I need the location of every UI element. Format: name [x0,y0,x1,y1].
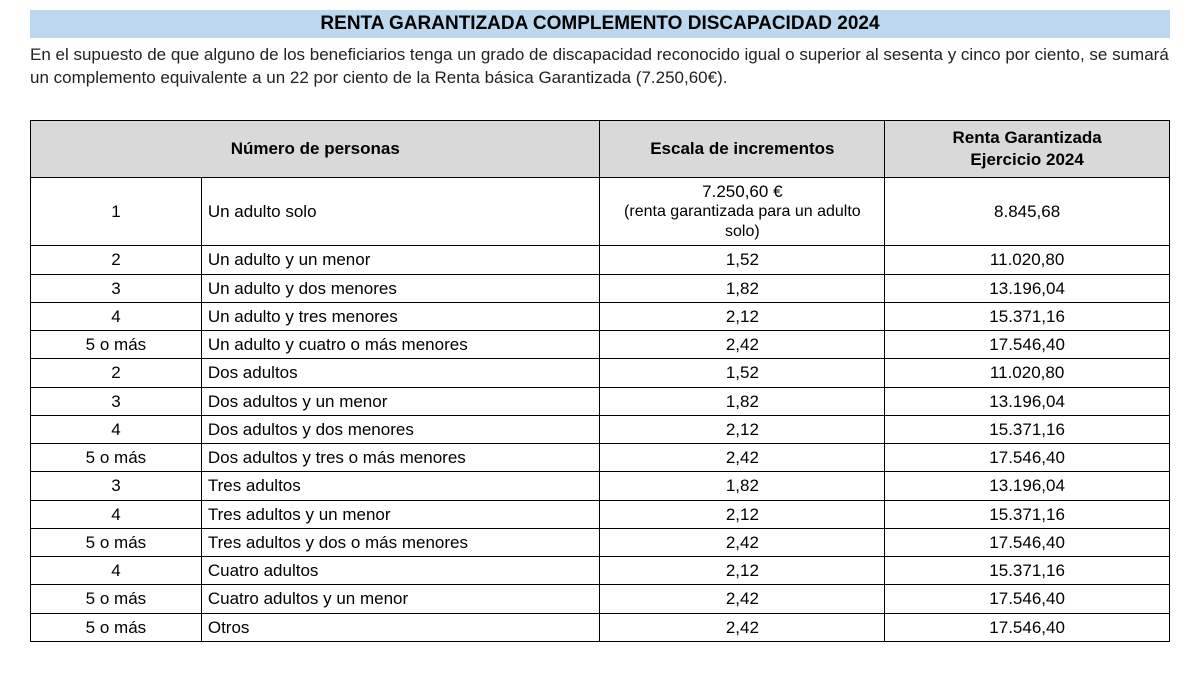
cell-escala: 1,52 [600,246,885,274]
cell-desc: Un adulto y tres menores [201,302,600,330]
cell-desc: Dos adultos y un menor [201,387,600,415]
cell-escala: 7.250,60 € (renta garantizada para un ad… [600,178,885,246]
cell-escala: 2,12 [600,500,885,528]
table-row: 5 o másCuatro adultos y un menor2,4217.5… [31,585,1170,613]
cell-escala: 2,42 [600,444,885,472]
cell-renta: 15.371,16 [885,500,1170,528]
table-row: 4Un adulto y tres menores2,1215.371,16 [31,302,1170,330]
cell-desc: Dos adultos y dos menores [201,415,600,443]
cell-desc: Cuatro adultos y un menor [201,585,600,613]
cell-desc: Un adulto y dos menores [201,274,600,302]
cell-num: 5 o más [31,331,202,359]
header-renta: Renta Garantizada Ejercicio 2024 [885,120,1170,177]
header-renta-line2: Ejercicio 2024 [970,150,1083,169]
cell-desc: Dos adultos [201,359,600,387]
cell-renta: 15.371,16 [885,557,1170,585]
escala-sub: (renta garantizada para un adulto solo) [606,202,878,242]
cell-num: 3 [31,387,202,415]
cell-renta: 15.371,16 [885,415,1170,443]
table-row: 3Dos adultos y un menor1,8213.196,04 [31,387,1170,415]
cell-escala: 2,42 [600,585,885,613]
cell-num: 4 [31,500,202,528]
cell-num: 2 [31,359,202,387]
cell-escala: 1,82 [600,472,885,500]
cell-num: 3 [31,274,202,302]
cell-renta: 17.546,40 [885,331,1170,359]
cell-escala: 1,82 [600,387,885,415]
cell-num: 4 [31,557,202,585]
cell-escala: 2,42 [600,613,885,641]
cell-escala: 1,82 [600,274,885,302]
cell-renta: 17.546,40 [885,528,1170,556]
table-row: 2Dos adultos1,5211.020,80 [31,359,1170,387]
cell-escala: 2,42 [600,528,885,556]
cell-renta: 11.020,80 [885,359,1170,387]
cell-desc: Tres adultos y dos o más menores [201,528,600,556]
cell-num: 5 o más [31,528,202,556]
cell-renta: 13.196,04 [885,274,1170,302]
table-row: 5 o másDos adultos y tres o más menores2… [31,444,1170,472]
header-personas: Número de personas [31,120,600,177]
cell-escala: 2,12 [600,415,885,443]
cell-escala: 2,12 [600,557,885,585]
table-row: 3Un adulto y dos menores1,8213.196,04 [31,274,1170,302]
cell-renta: 8.845,68 [885,178,1170,246]
cell-desc: Tres adultos y un menor [201,500,600,528]
cell-escala: 1,52 [600,359,885,387]
cell-desc: Un adulto y cuatro o más menores [201,331,600,359]
cell-desc: Otros [201,613,600,641]
table-row: 4Cuatro adultos2,1215.371,16 [31,557,1170,585]
cell-num: 3 [31,472,202,500]
cell-num: 5 o más [31,444,202,472]
cell-num: 2 [31,246,202,274]
cell-renta: 17.546,40 [885,613,1170,641]
cell-desc: Tres adultos [201,472,600,500]
cell-desc: Cuatro adultos [201,557,600,585]
cell-renta: 11.020,80 [885,246,1170,274]
renta-table: Número de personas Escala de incrementos… [30,120,1170,642]
table-row: 1 Un adulto solo 7.250,60 € (renta garan… [31,178,1170,246]
cell-desc: Un adulto y un menor [201,246,600,274]
cell-renta: 13.196,04 [885,387,1170,415]
cell-num: 5 o más [31,613,202,641]
table-row: 5 o másTres adultos y dos o más menores2… [31,528,1170,556]
table-row: 5 o másOtros2,4217.546,40 [31,613,1170,641]
table-row: 4Tres adultos y un menor2,1215.371,16 [31,500,1170,528]
escala-main: 7.250,60 € [606,181,878,202]
cell-renta: 15.371,16 [885,302,1170,330]
table-row: 3Tres adultos1,8213.196,04 [31,472,1170,500]
table-row: 2Un adulto y un menor1,5211.020,80 [31,246,1170,274]
intro-text: En el supuesto de que alguno de los bene… [30,44,1170,90]
header-renta-line1: Renta Garantizada [952,128,1101,147]
cell-num: 4 [31,415,202,443]
table-row: 4Dos adultos y dos menores2,1215.371,16 [31,415,1170,443]
header-escala: Escala de incrementos [600,120,885,177]
table-row: 5 o másUn adulto y cuatro o más menores2… [31,331,1170,359]
cell-num: 5 o más [31,585,202,613]
cell-renta: 17.546,40 [885,585,1170,613]
cell-escala: 2,42 [600,331,885,359]
cell-desc: Dos adultos y tres o más menores [201,444,600,472]
page-title: RENTA GARANTIZADA COMPLEMENTO DISCAPACID… [30,10,1170,38]
cell-escala: 2,12 [600,302,885,330]
cell-num: 1 [31,178,202,246]
cell-desc: Un adulto solo [201,178,600,246]
cell-renta: 17.546,40 [885,444,1170,472]
cell-renta: 13.196,04 [885,472,1170,500]
cell-num: 4 [31,302,202,330]
